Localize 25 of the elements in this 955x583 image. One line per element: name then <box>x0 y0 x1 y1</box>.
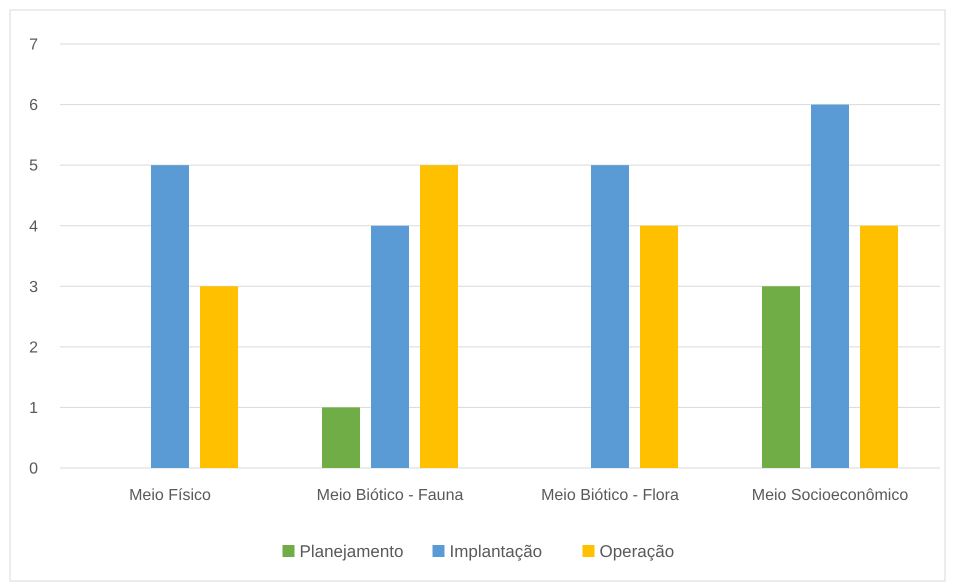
y-tick-label: 5 <box>29 158 38 175</box>
x-tick-label: Meio Biótico - Fauna <box>316 487 464 504</box>
y-tick-label: 2 <box>29 339 38 356</box>
y-tick-label: 4 <box>29 218 38 236</box>
y-tick-label: 0 <box>29 460 38 478</box>
legend-label: Implantação <box>450 542 542 561</box>
x-tick-label: Meio Físico <box>129 487 211 504</box>
y-tick-label: 3 <box>29 278 38 296</box>
bar <box>200 286 238 468</box>
bar <box>591 165 629 468</box>
bar <box>762 286 800 468</box>
bar <box>371 226 409 468</box>
bar <box>322 407 360 468</box>
bar <box>811 104 849 468</box>
bar <box>420 165 458 468</box>
bar <box>151 165 189 468</box>
bar <box>860 226 898 468</box>
y-tick-label: 7 <box>29 36 38 54</box>
x-tick-label: Meio Biótico - Flora <box>541 487 680 504</box>
x-tick-label: Meio Socioeconômico <box>752 487 908 504</box>
bar <box>640 226 678 468</box>
y-tick-label: 1 <box>29 400 38 418</box>
y-tick-label: 6 <box>29 97 38 114</box>
legend-label: Operação <box>600 542 674 561</box>
legend-label: Planejamento <box>300 542 404 561</box>
